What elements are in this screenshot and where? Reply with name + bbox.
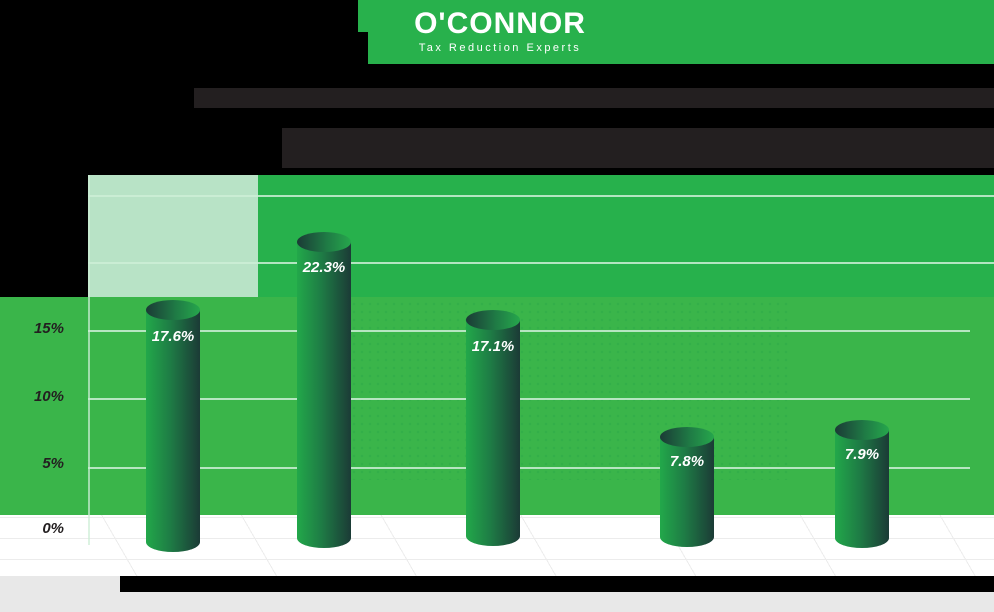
gridline-20 — [88, 262, 994, 264]
x-label-1981-2000: 1981 to 2000 — [423, 574, 563, 580]
gridline-15 — [88, 330, 970, 332]
logo-brand: O'CONNOR — [414, 7, 586, 40]
logo-band — [358, 0, 994, 64]
x-label-other: Other — [792, 574, 932, 580]
x-label-before-1960: before 1960 — [103, 574, 243, 580]
bar-value: 7.8% — [669, 453, 705, 470]
chart-title-redacted — [194, 88, 994, 174]
gridline-5 — [88, 467, 970, 469]
bar-2001-2020: 7.8% — [660, 427, 714, 547]
x-labels-redacted — [120, 576, 994, 592]
gridline-25 — [88, 195, 994, 197]
world-map-dots — [350, 300, 790, 480]
gridline-10 — [88, 398, 970, 400]
logo: O'CONNOR Tax Reduction Experts — [385, 7, 615, 55]
y-tick-5: 5% — [42, 455, 64, 472]
bar-before-1960: 17.6% — [146, 300, 200, 552]
logo-tagline: Tax Reduction Experts — [418, 42, 582, 54]
y-tick-0: 0% — [42, 520, 64, 537]
y-tick-10: 10% — [33, 388, 64, 405]
bar-value: 22.3% — [302, 259, 346, 276]
bar-1961-1980: 22.3% — [297, 232, 351, 548]
bar-other: 7.9% — [835, 420, 889, 548]
y-axis-line — [88, 175, 90, 545]
x-label-2001-2020: 2001 to 2020 — [617, 574, 757, 580]
x-label-1961-1980: 1961 to 1980 — [254, 574, 394, 580]
bar-1981-2000: 17.1% — [466, 310, 520, 546]
bar-value: 17.1% — [471, 338, 515, 355]
bar-value: 17.6% — [151, 328, 195, 345]
y-tick-15: 15% — [33, 320, 64, 337]
bar-value: 7.9% — [844, 446, 880, 463]
